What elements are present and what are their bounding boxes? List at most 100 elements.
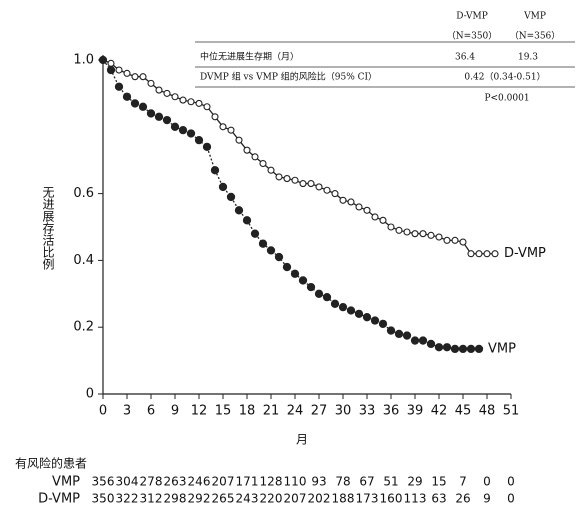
censor-marker (202, 142, 212, 151)
censor-marker (194, 136, 204, 145)
censor-marker (418, 336, 428, 345)
censor-marker (354, 309, 364, 318)
censor-marker (123, 69, 131, 77)
censor-marker (443, 236, 451, 244)
censor-marker (266, 246, 276, 255)
censor-marker (410, 336, 420, 345)
censor-marker (114, 82, 124, 91)
censor-marker (234, 206, 244, 215)
censor-marker (466, 344, 476, 354)
censor-marker (298, 276, 308, 285)
risk-count: 356 (92, 475, 115, 489)
censor-marker (130, 99, 140, 108)
censor-marker (458, 344, 468, 354)
censor-marker (267, 166, 275, 174)
censor-marker (379, 216, 387, 224)
table-row-label: 中位无进展生存期（月） (200, 51, 299, 63)
censor-marker (474, 344, 484, 354)
censor-marker (218, 182, 228, 192)
risk-count: 292 (188, 492, 211, 506)
risk-count: 173 (356, 492, 379, 506)
censor-marker (219, 123, 227, 131)
survival-curve (102, 59, 479, 350)
censor-marker (386, 326, 396, 335)
x-tick-label: 15 (215, 404, 232, 419)
table-cell: 19.3 (518, 53, 538, 63)
censor-marker (259, 159, 267, 168)
censor-marker (195, 99, 203, 107)
table-header: D-VMP (456, 12, 488, 22)
censor-marker (210, 166, 220, 175)
risk-count: 0 (507, 492, 515, 506)
censor-marker (251, 153, 259, 161)
censor-marker (426, 339, 436, 349)
risk-count: 7 (459, 475, 467, 489)
censor-marker (355, 203, 363, 211)
risk-count: 246 (188, 475, 211, 489)
censor-marker (307, 180, 315, 188)
censor-marker (346, 306, 356, 315)
censor-marker (483, 250, 491, 258)
table-header: VMP (523, 12, 546, 22)
censor-marker (170, 122, 180, 131)
censor-marker (419, 230, 427, 238)
risk-count: 0 (507, 475, 515, 489)
censor-marker (395, 226, 403, 234)
x-tick-label: 36 (383, 404, 400, 419)
censor-marker (178, 125, 188, 135)
y-tick-label: 0.6 (73, 186, 94, 201)
risk-count: 93 (311, 475, 326, 489)
censor-marker (475, 250, 483, 258)
risk-count: 67 (359, 475, 374, 489)
censor-marker (315, 183, 323, 191)
censor-marker (434, 343, 444, 352)
series-label: D-VMP (504, 246, 546, 261)
censor-marker (450, 344, 460, 354)
risk-count: 202 (308, 492, 331, 506)
censor-marker (306, 282, 316, 292)
censor-marker (427, 231, 435, 239)
risk-count: 51 (383, 475, 398, 489)
x-tick-label: 33 (359, 404, 376, 419)
censor-marker (227, 126, 235, 134)
censor-marker (179, 96, 187, 104)
censor-marker (98, 55, 108, 65)
censor-marker (147, 79, 155, 87)
censor-marker (394, 329, 404, 339)
x-tick-label: 18 (239, 404, 256, 419)
risk-table-title: 有风险的患者 (15, 456, 87, 471)
x-tick-label: 12 (191, 404, 208, 419)
table-row-label: DVMP 组 vs VMP 组的风险比（95% CI） (200, 71, 377, 83)
risk-count: 350 (92, 492, 115, 506)
censor-marker (162, 115, 172, 125)
risk-count: 29 (407, 475, 422, 489)
table-cell: 36.4 (455, 53, 475, 63)
censor-marker (226, 192, 236, 202)
censor-marker (387, 223, 395, 231)
risk-count: 207 (212, 475, 235, 489)
censor-marker (331, 190, 339, 198)
y-axis-label: 无进展存活比例 (41, 186, 55, 270)
censor-marker (106, 65, 116, 75)
risk-count: 298 (164, 492, 187, 506)
censor-marker (491, 250, 499, 258)
risk-count: 207 (284, 492, 307, 506)
censor-marker (442, 343, 452, 352)
censor-marker (299, 180, 307, 188)
y-tick-label: 0 (86, 387, 94, 402)
censor-marker (107, 59, 115, 67)
censor-marker (451, 236, 459, 244)
x-tick-label: 42 (431, 404, 448, 419)
censor-marker (235, 136, 243, 144)
x-tick-label: 39 (407, 404, 424, 419)
x-tick-label: 45 (455, 404, 472, 419)
risk-count: 312 (140, 492, 163, 506)
censor-marker (330, 299, 340, 308)
censor-marker (467, 250, 475, 258)
table-n: （N=356） (510, 31, 561, 42)
censor-marker (347, 198, 355, 206)
risk-count: 26 (455, 492, 470, 506)
censor-marker (370, 316, 380, 325)
risk-count: 278 (140, 475, 163, 489)
censor-marker (163, 89, 171, 97)
